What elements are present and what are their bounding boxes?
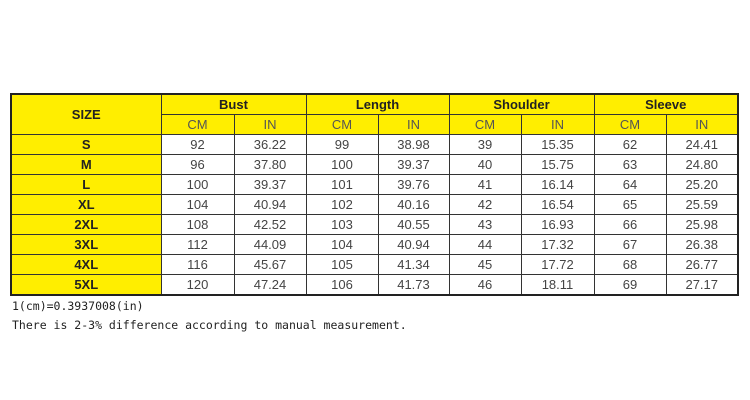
- measurement-cell: 26.38: [665, 234, 739, 255]
- measurement-cell: 68: [593, 254, 667, 275]
- measurement-cell: 43: [448, 214, 522, 235]
- measurement-cell: 26.77: [665, 254, 739, 275]
- measurement-cell: 40.94: [377, 234, 450, 255]
- measurement-cell: 44: [448, 234, 522, 255]
- disclaimer-note: There is 2-3% difference according to ma…: [12, 318, 407, 332]
- measurement-cell: 66: [593, 214, 667, 235]
- table-row: 4XL 116 45.67 105 41.34 45 17.72 68 26.77: [10, 254, 739, 275]
- size-cell: 4XL: [10, 254, 162, 275]
- size-cell: S: [10, 134, 162, 155]
- measurement-cell: 108: [160, 214, 235, 235]
- measurement-cell: 41: [448, 174, 522, 195]
- table-row: 3XL 112 44.09 104 40.94 44 17.32 67 26.38: [10, 234, 739, 255]
- measurement-cell: 16.14: [520, 174, 595, 195]
- measurement-cell: 99: [305, 134, 379, 155]
- measurement-cell: 16.54: [520, 194, 595, 215]
- measurement-cell: 25.20: [665, 174, 739, 195]
- measurement-cell: 36.22: [233, 134, 307, 155]
- unit-header: CM: [593, 114, 667, 135]
- size-header: SIZE: [10, 93, 162, 135]
- measurement-cell: 40.94: [233, 194, 307, 215]
- measurement-cell: 25.98: [665, 214, 739, 235]
- measurement-cell: 45: [448, 254, 522, 275]
- measurement-cell: 17.32: [520, 234, 595, 255]
- measurement-cell: 25.59: [665, 194, 739, 215]
- measurement-cell: 65: [593, 194, 667, 215]
- measurement-cell: 69: [593, 274, 667, 296]
- measurement-cell: 41.73: [377, 274, 450, 296]
- measurement-cell: 17.72: [520, 254, 595, 275]
- measurement-cell: 40: [448, 154, 522, 175]
- measurement-cell: 15.75: [520, 154, 595, 175]
- table-row: M 96 37.80 100 39.37 40 15.75 63 24.80: [10, 154, 739, 175]
- measurement-cell: 39: [448, 134, 522, 155]
- measurement-cell: 15.35: [520, 134, 595, 155]
- size-cell: 2XL: [10, 214, 162, 235]
- table-row: S 92 36.22 99 38.98 39 15.35 62 24.41: [10, 134, 739, 155]
- size-cell: 5XL: [10, 274, 162, 296]
- measurement-cell: 42: [448, 194, 522, 215]
- size-cell: L: [10, 174, 162, 195]
- measurement-cell: 100: [305, 154, 379, 175]
- measurement-cell: 24.80: [665, 154, 739, 175]
- measurement-cell: 39.37: [233, 174, 307, 195]
- table-row: 2XL 108 42.52 103 40.55 43 16.93 66 25.98: [10, 214, 739, 235]
- measurement-cell: 96: [160, 154, 235, 175]
- measurement-cell: 62: [593, 134, 667, 155]
- unit-header: IN: [520, 114, 595, 135]
- shoulder-header: Shoulder: [448, 93, 595, 115]
- measurement-cell: 92: [160, 134, 235, 155]
- measurement-cell: 39.37: [377, 154, 450, 175]
- measurement-cell: 40.16: [377, 194, 450, 215]
- unit-header: IN: [377, 114, 450, 135]
- measurement-cell: 46: [448, 274, 522, 296]
- measurement-cell: 63: [593, 154, 667, 175]
- measurement-cell: 112: [160, 234, 235, 255]
- size-cell: XL: [10, 194, 162, 215]
- unit-header: CM: [160, 114, 235, 135]
- unit-header: CM: [448, 114, 522, 135]
- measurement-cell: 116: [160, 254, 235, 275]
- measurement-cell: 18.11: [520, 274, 595, 296]
- measurement-cell: 24.41: [665, 134, 739, 155]
- measurement-cell: 45.67: [233, 254, 307, 275]
- measurement-cell: 39.76: [377, 174, 450, 195]
- measurement-cell: 64: [593, 174, 667, 195]
- measurement-cell: 106: [305, 274, 379, 296]
- measurement-cell: 102: [305, 194, 379, 215]
- measurement-cell: 40.55: [377, 214, 450, 235]
- measurement-cell: 120: [160, 274, 235, 296]
- measurement-cell: 104: [305, 234, 379, 255]
- measurement-cell: 16.93: [520, 214, 595, 235]
- measurement-cell: 37.80: [233, 154, 307, 175]
- measurement-cell: 104: [160, 194, 235, 215]
- bust-header: Bust: [160, 93, 307, 115]
- measurement-cell: 100: [160, 174, 235, 195]
- measurement-cell: 103: [305, 214, 379, 235]
- measurement-cell: 67: [593, 234, 667, 255]
- table-row: 5XL 120 47.24 106 41.73 46 18.11 69 27.17: [10, 274, 739, 296]
- measurement-cell: 27.17: [665, 274, 739, 296]
- measurement-cell: 38.98: [377, 134, 450, 155]
- length-header: Length: [305, 93, 450, 115]
- measurement-cell: 101: [305, 174, 379, 195]
- size-cell: M: [10, 154, 162, 175]
- unit-header: IN: [665, 114, 739, 135]
- measurement-cell: 42.52: [233, 214, 307, 235]
- unit-header: CM: [305, 114, 379, 135]
- sleeve-header: Sleeve: [593, 93, 739, 115]
- conversion-note: 1(cm)=0.3937008(in): [12, 299, 144, 313]
- table-row: L 100 39.37 101 39.76 41 16.14 64 25.20: [10, 174, 739, 195]
- size-chart-table: SIZE Bust Length Shoulder Sleeve CM IN CM I…: [10, 93, 739, 296]
- measurement-cell: 47.24: [233, 274, 307, 296]
- measurement-cell: 105: [305, 254, 379, 275]
- size-cell: 3XL: [10, 234, 162, 255]
- unit-header: IN: [233, 114, 307, 135]
- measurement-cell: 44.09: [233, 234, 307, 255]
- table-row: XL 104 40.94 102 40.16 42 16.54 65 25.59: [10, 194, 739, 215]
- measurement-cell: 41.34: [377, 254, 450, 275]
